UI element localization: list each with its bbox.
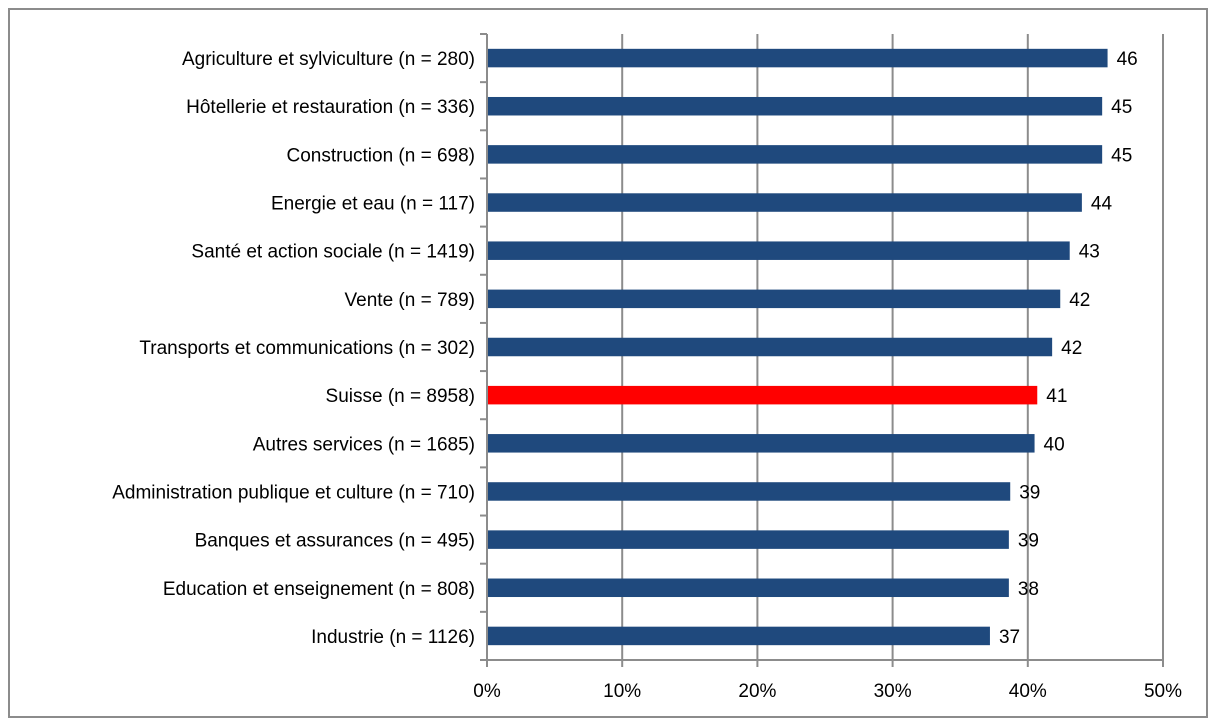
category-label: Construction (n = 698) bbox=[286, 145, 475, 166]
bar bbox=[488, 193, 1082, 212]
bar bbox=[488, 289, 1061, 309]
x-tick-label: 20% bbox=[738, 681, 776, 702]
x-tick-label: 10% bbox=[603, 681, 641, 702]
x-tick-labels: 0% 10% 20% 30% 40% 50% bbox=[473, 681, 1182, 702]
data-label: 42 bbox=[1061, 338, 1082, 359]
data-labels: 46 45 45 44 43 42 42 41 40 39 39 38 37 bbox=[999, 49, 1138, 648]
x-tick-label: 40% bbox=[1009, 681, 1047, 702]
bar bbox=[488, 530, 1009, 549]
data-label: 45 bbox=[1111, 145, 1132, 166]
data-label: 40 bbox=[1044, 434, 1065, 455]
category-label: Energie et eau (n = 117) bbox=[271, 194, 475, 215]
bar bbox=[488, 626, 990, 646]
data-label: 39 bbox=[1019, 482, 1040, 503]
bar bbox=[488, 482, 1011, 501]
bar bbox=[488, 48, 1108, 68]
data-label: 41 bbox=[1046, 386, 1067, 407]
x-tick-label: 50% bbox=[1144, 681, 1182, 702]
x-tick-label: 0% bbox=[473, 681, 501, 702]
bar bbox=[488, 145, 1103, 164]
category-label: Suisse (n = 8958) bbox=[326, 386, 475, 407]
category-label: Agriculture et sylviculture (n = 280) bbox=[182, 49, 475, 70]
category-label: Hôtellerie et restauration (n = 336) bbox=[186, 97, 475, 118]
axes bbox=[480, 33, 1164, 667]
bar bbox=[488, 96, 1103, 116]
data-label: 45 bbox=[1111, 97, 1132, 118]
bar bbox=[488, 337, 1053, 357]
bars bbox=[488, 48, 1108, 646]
category-label: Santé et action sociale (n = 1419) bbox=[191, 242, 475, 263]
data-label: 43 bbox=[1079, 242, 1100, 263]
category-label: Transports et communications (n = 302) bbox=[139, 338, 475, 359]
bar bbox=[488, 241, 1070, 260]
bar bbox=[488, 578, 1009, 598]
category-label: Banques et assurances (n = 495) bbox=[195, 531, 475, 552]
data-label: 42 bbox=[1069, 290, 1090, 311]
chart-frame bbox=[8, 8, 1208, 718]
data-label: 44 bbox=[1091, 194, 1113, 215]
category-label: Vente (n = 789) bbox=[345, 290, 475, 311]
bar-highlight bbox=[488, 385, 1038, 405]
category-label: Education et enseignement (n = 808) bbox=[163, 579, 475, 600]
data-label: 46 bbox=[1117, 49, 1138, 70]
category-label: Administration publique et culture (n = … bbox=[112, 482, 475, 503]
data-label: 38 bbox=[1018, 579, 1039, 600]
category-label: Autres services (n = 1685) bbox=[253, 434, 475, 455]
category-label: Industrie (n = 1126) bbox=[311, 627, 475, 648]
data-label: 39 bbox=[1018, 531, 1039, 552]
category-labels: Agriculture et sylviculture (n = 280) Hôt… bbox=[112, 49, 475, 648]
x-tick-label: 30% bbox=[874, 681, 912, 702]
data-label: 37 bbox=[999, 627, 1020, 648]
bar bbox=[488, 434, 1035, 453]
